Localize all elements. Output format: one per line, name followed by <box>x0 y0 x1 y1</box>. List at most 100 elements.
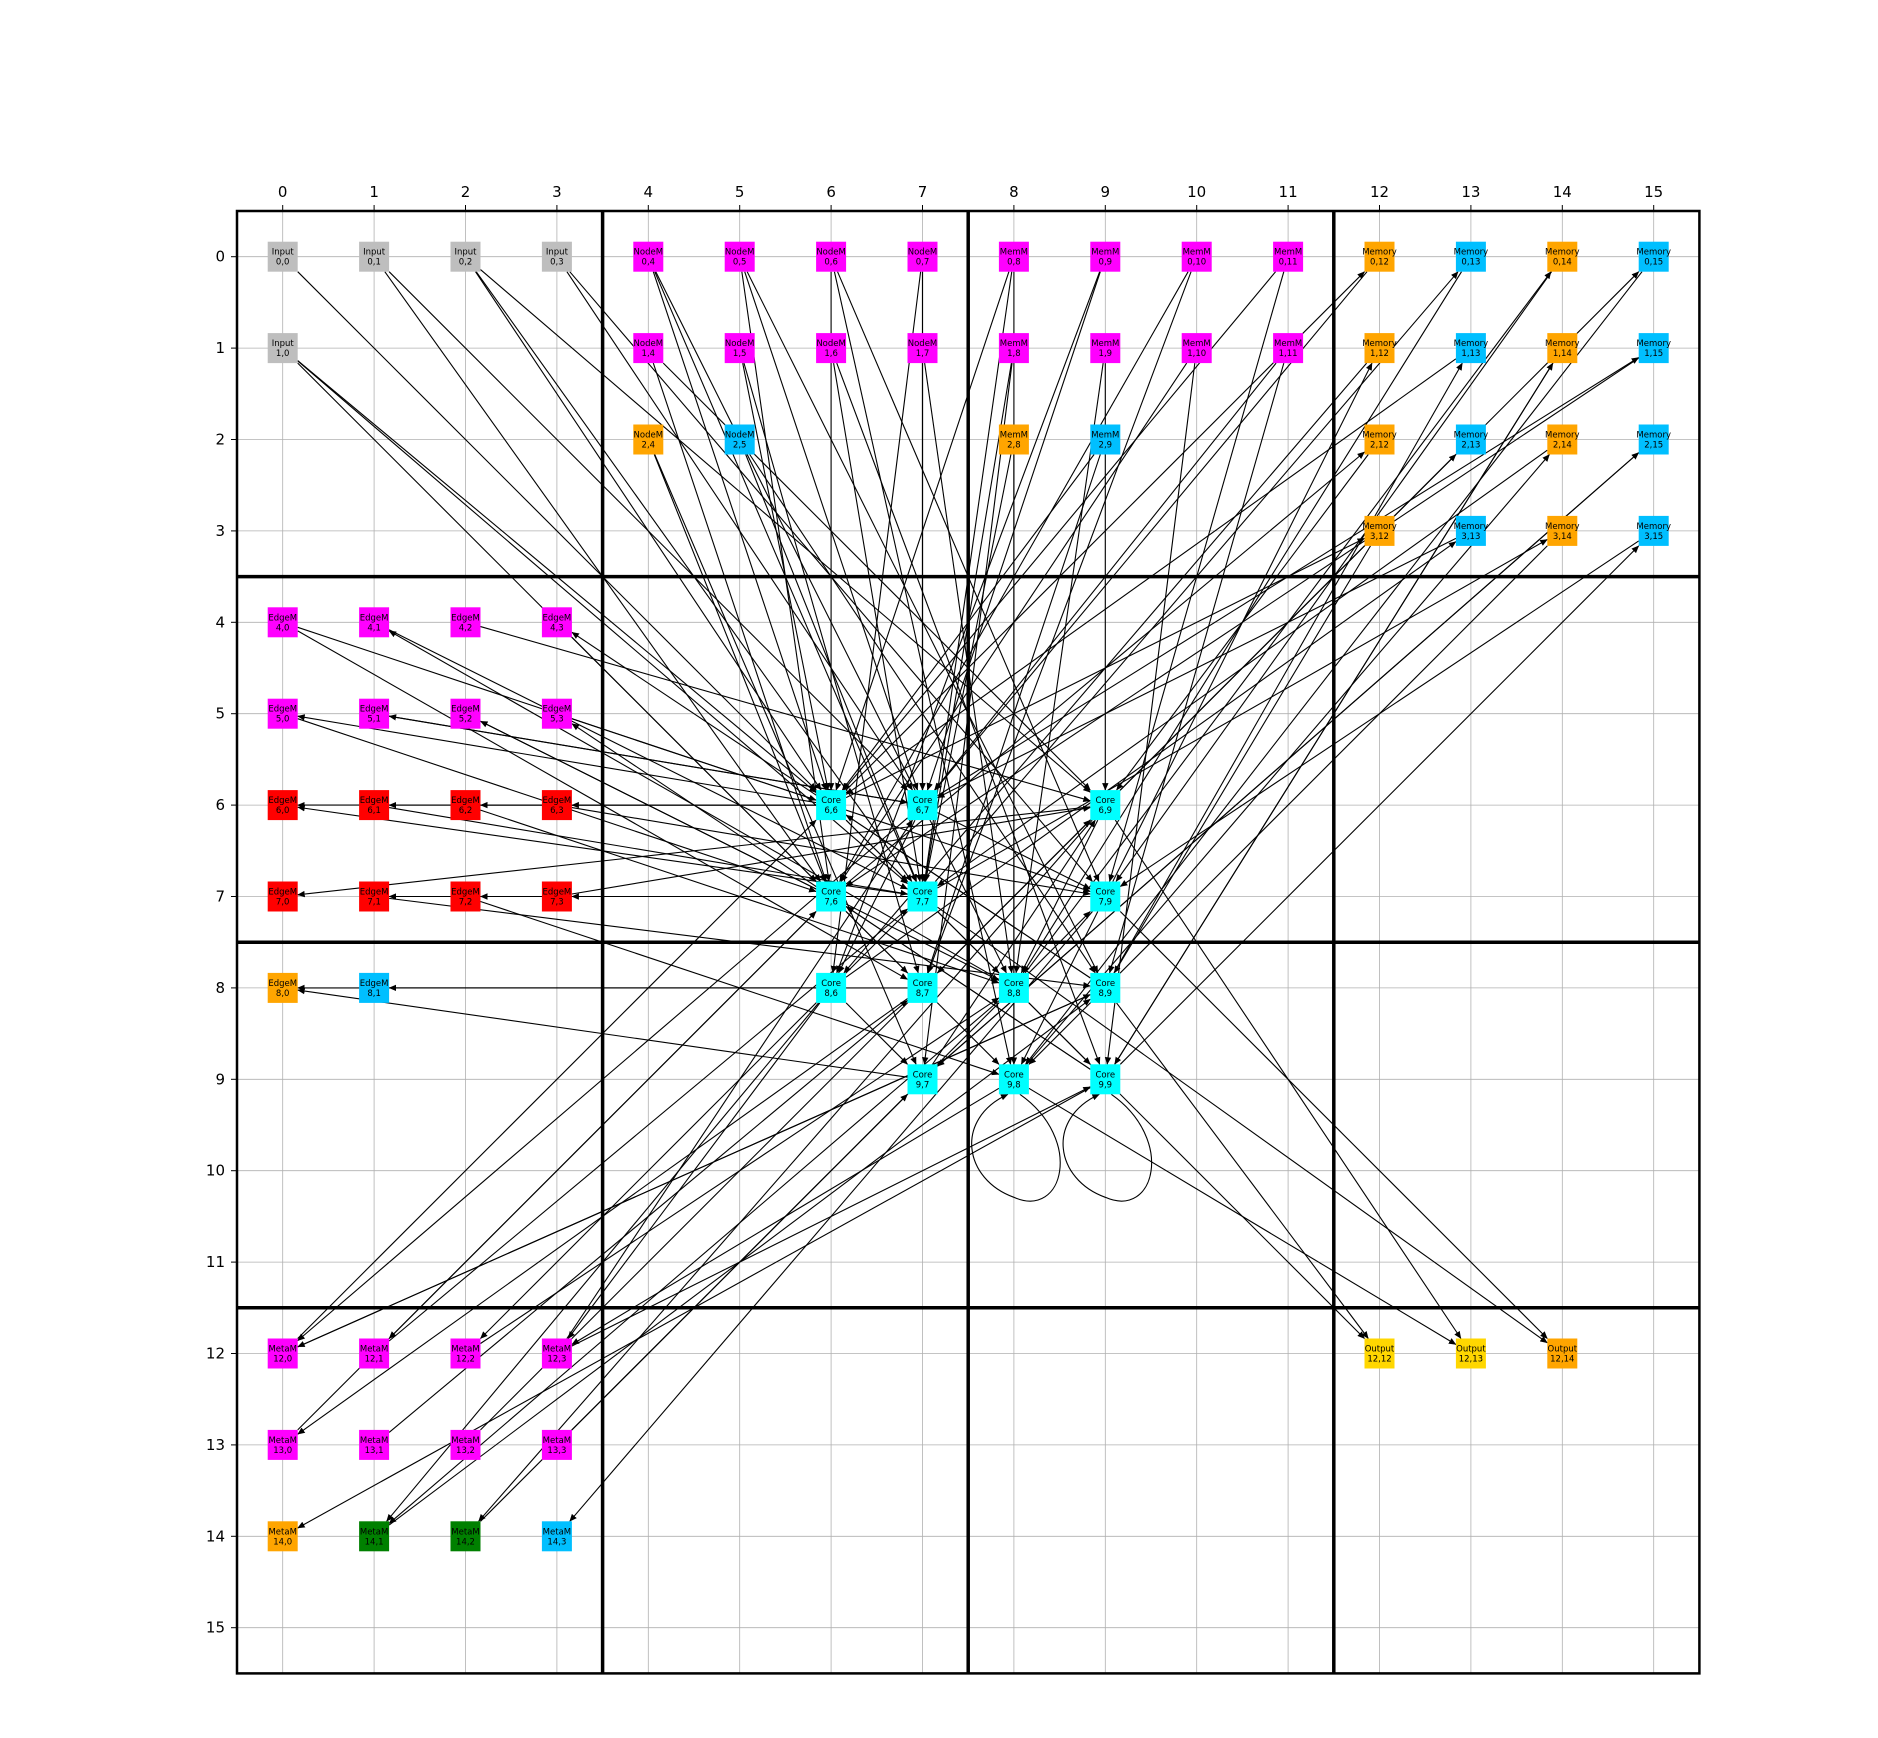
x-tick-label: 5 <box>735 183 745 201</box>
node-type-label: MemM <box>1091 339 1119 349</box>
node-coord-label: 0,14 <box>1553 258 1572 268</box>
node-box <box>1181 241 1212 272</box>
node-coord-label: 8,0 <box>276 989 290 999</box>
y-tick-label: 9 <box>215 1070 225 1088</box>
node-box <box>1090 424 1121 455</box>
node-type-label: Core <box>1095 796 1115 806</box>
node-type-label: Memory <box>1454 431 1489 441</box>
node-coord-label: 4,0 <box>276 623 290 633</box>
edge-arrow <box>480 626 1091 802</box>
node-type-label: NodeM <box>816 339 846 349</box>
node-coord-label: 4,3 <box>550 623 564 633</box>
node-box <box>724 241 755 272</box>
x-tick-label: 15 <box>1644 183 1663 201</box>
node-box <box>1547 424 1578 455</box>
node-type-label: Memory <box>1362 248 1397 258</box>
node-box <box>541 698 572 729</box>
node-type-label: Memory <box>1636 431 1671 441</box>
node-box <box>359 790 390 821</box>
node-type-label: MetaM <box>451 1436 479 1446</box>
node-type-label: Memory <box>1454 248 1489 258</box>
node-type-label: NodeM <box>908 248 938 258</box>
node-box <box>1090 333 1121 364</box>
edge-arrow <box>1113 362 1463 974</box>
edge-arrow <box>1119 540 1640 887</box>
y-tick-label: 5 <box>215 705 225 723</box>
node-box <box>450 241 481 272</box>
x-tick-label: 2 <box>461 183 471 201</box>
node-box <box>359 1521 390 1552</box>
edge-arrow <box>654 454 917 1065</box>
node-coord-label: 2,9 <box>1099 441 1113 451</box>
node-type-label: NodeM <box>725 431 755 441</box>
node-coord-label: 8,9 <box>1099 989 1113 999</box>
node-coord-label: 7,9 <box>1099 898 1113 908</box>
edge-arrow <box>389 807 908 897</box>
x-tick-label: 12 <box>1370 183 1389 201</box>
node-coord-label: 2,5 <box>733 441 747 451</box>
edge-arrow <box>937 537 1457 799</box>
node-coord-label: 7,0 <box>276 898 290 908</box>
node-type-label: MetaM <box>360 1436 388 1446</box>
node-box <box>1455 333 1486 364</box>
node-box <box>267 241 298 272</box>
node-coord-label: 14,0 <box>273 1537 292 1547</box>
node-box <box>267 607 298 638</box>
node-type-label: Memory <box>1454 522 1489 532</box>
node-type-label: MetaM <box>543 1527 571 1537</box>
y-tick-label: 4 <box>215 613 225 631</box>
node-type-label: EdgeM <box>543 796 572 806</box>
node-coord-label: 1,15 <box>1644 349 1663 359</box>
node-box <box>541 790 572 821</box>
node-coord-label: 0,7 <box>916 258 930 268</box>
edge-arrow <box>478 819 1093 1522</box>
node-box <box>1455 241 1486 272</box>
node-type-label: NodeM <box>725 339 755 349</box>
node-type-label: EdgeM <box>268 888 297 898</box>
node-type-label: EdgeM <box>360 705 389 715</box>
node-coord-label: 0,15 <box>1644 258 1663 268</box>
node-type-label: MemM <box>1000 248 1028 258</box>
node-type-label: Memory <box>1362 339 1397 349</box>
node-coord-label: 12,0 <box>273 1355 292 1365</box>
node-coord-label: 14,1 <box>365 1537 384 1547</box>
y-tick-label: 0 <box>215 248 225 266</box>
node-box <box>450 881 481 912</box>
node-box <box>267 1338 298 1369</box>
node-box <box>1638 241 1669 272</box>
node-type-label: Input <box>546 248 569 258</box>
node-coord-label: 1,7 <box>916 349 930 359</box>
node-coord-label: 6,3 <box>550 806 564 816</box>
node-type-label: Memory <box>1545 431 1580 441</box>
y-tick-label: 2 <box>215 431 225 449</box>
y-tick-label: 7 <box>215 888 225 906</box>
node-coord-label: 9,9 <box>1099 1080 1113 1090</box>
node-coord-label: 12,13 <box>1459 1355 1483 1365</box>
node-type-label: EdgeM <box>451 613 480 623</box>
edge-arrow <box>937 906 1548 1344</box>
x-tick-label: 7 <box>918 183 928 201</box>
x-tick-label: 11 <box>1279 183 1298 201</box>
